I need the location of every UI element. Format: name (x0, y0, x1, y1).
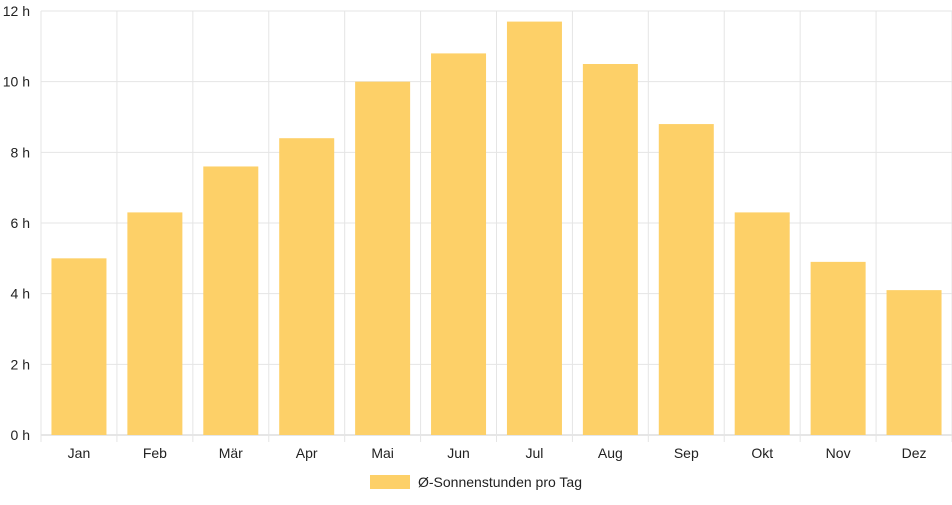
bar-apr[interactable] (279, 138, 335, 435)
legend-label: Ø-Sonnenstunden pro Tag (418, 474, 582, 490)
y-tick-label: 8 h (11, 144, 30, 160)
bar-mai[interactable] (355, 81, 411, 436)
x-tick-label: Sep (674, 445, 699, 461)
y-tick-label: 12 h (3, 3, 30, 19)
y-tick-label: 4 h (11, 286, 30, 302)
y-tick-label: 10 h (3, 74, 30, 90)
bar-okt[interactable] (734, 212, 790, 435)
bar-jul[interactable] (506, 21, 562, 435)
bar-aug[interactable] (582, 64, 638, 435)
x-tick-label: Apr (296, 445, 318, 461)
x-tick-label: Dez (902, 445, 927, 461)
legend[interactable]: Ø-Sonnenstunden pro Tag (370, 474, 582, 490)
y-tick-label: 6 h (11, 215, 30, 231)
bar-dez[interactable] (886, 290, 942, 435)
legend-swatch (370, 475, 411, 489)
bar-nov[interactable] (810, 261, 866, 435)
grid-layer (40, 10, 952, 442)
x-tick-label: Nov (826, 445, 851, 461)
bar-jun[interactable] (431, 53, 487, 436)
y-tick-label: 2 h (11, 356, 30, 372)
bar-mär[interactable] (203, 166, 259, 435)
x-tick-label: Feb (143, 445, 167, 461)
x-tick-label: Jun (447, 445, 470, 461)
x-tick-label: Mär (219, 445, 243, 461)
x-tick-label: Aug (598, 445, 623, 461)
bar-layer (51, 21, 942, 436)
x-tick-label: Jul (526, 445, 544, 461)
x-tick-label: Okt (751, 445, 773, 461)
y-tick-label: 0 h (11, 427, 30, 443)
bar-feb[interactable] (127, 212, 183, 435)
x-tick-label: Jan (68, 445, 91, 461)
bar-jan[interactable] (51, 258, 107, 435)
x-tick-label: Mai (371, 445, 394, 461)
axis-layer: 0 h 2 h 4 h 6 h 8 h 10 h 12 h Jan Feb Mär Apr Mai Ju… (3, 3, 927, 461)
bar-sep[interactable] (658, 124, 714, 436)
